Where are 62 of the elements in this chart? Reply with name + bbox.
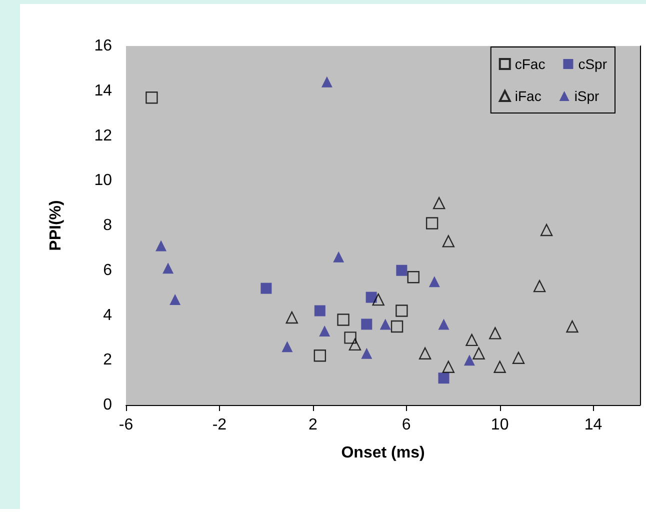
point <box>380 318 391 330</box>
point <box>348 338 362 351</box>
point <box>432 196 446 210</box>
legend-label: iSpr <box>574 88 600 104</box>
point <box>162 262 174 274</box>
y-tick-label: 4 <box>103 306 112 324</box>
point <box>170 294 181 306</box>
point <box>442 360 455 373</box>
point <box>533 280 546 292</box>
point <box>396 304 408 317</box>
point <box>344 332 356 344</box>
point <box>314 305 326 316</box>
point <box>418 347 432 360</box>
point <box>366 292 377 303</box>
point <box>472 347 485 360</box>
point <box>372 293 384 306</box>
point <box>489 327 502 340</box>
point <box>512 352 525 364</box>
point <box>428 276 440 288</box>
point <box>314 350 326 362</box>
point <box>337 314 350 326</box>
point <box>333 251 344 262</box>
y-tick-label: 2 <box>103 352 112 369</box>
point <box>466 334 478 346</box>
point <box>426 217 438 230</box>
y-tick-label: 12 <box>94 127 112 144</box>
y-tick-label: 6 <box>103 262 112 279</box>
x-tick-label: 10 <box>490 416 509 434</box>
x-tick-label: 2 <box>308 416 318 434</box>
point <box>361 348 372 359</box>
y-tick-label: 8 <box>103 217 112 234</box>
point <box>146 92 158 104</box>
point <box>442 235 455 248</box>
point <box>438 318 450 330</box>
point <box>361 318 372 330</box>
point <box>494 360 506 373</box>
legend-label: iFac <box>514 88 542 104</box>
x-tick-label: -6 <box>118 416 134 434</box>
point <box>286 311 298 324</box>
point <box>156 240 167 252</box>
point <box>319 325 330 336</box>
y-tick-label: 14 <box>94 82 112 100</box>
y-tick-label: 0 <box>103 396 112 414</box>
x-tick-label: 6 <box>402 416 411 434</box>
x-axis-title: Onset (ms) <box>341 444 425 462</box>
point <box>566 320 578 333</box>
y-axis-title: PPI(%) <box>48 200 64 251</box>
x-tick-label: 14 <box>584 416 602 434</box>
point <box>407 271 420 284</box>
point <box>464 354 475 366</box>
point <box>438 372 450 384</box>
point <box>390 320 404 333</box>
point <box>260 282 272 294</box>
legend-label: cFac <box>514 56 546 72</box>
y-tick-label: 16 <box>94 38 112 54</box>
y-tick-label: 10 <box>94 172 112 190</box>
legend-label: cSpr <box>578 56 608 72</box>
x-tick-label: -2 <box>212 416 227 434</box>
point <box>396 264 408 276</box>
point <box>540 224 553 236</box>
point <box>282 341 293 352</box>
point <box>321 76 332 88</box>
